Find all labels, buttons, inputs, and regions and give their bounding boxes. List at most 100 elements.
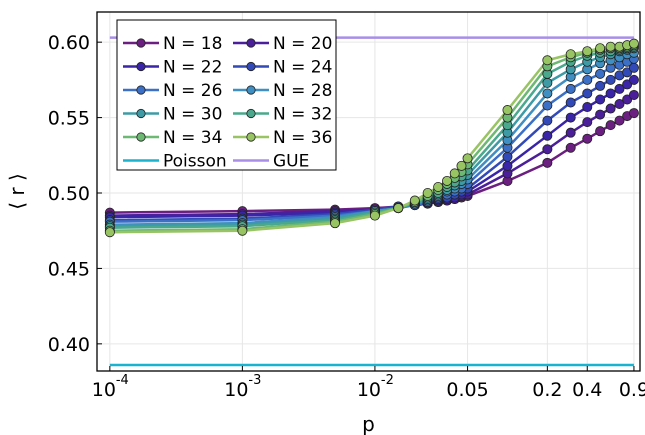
legend-marker bbox=[136, 108, 146, 119]
data-point bbox=[542, 100, 553, 111]
data-point bbox=[565, 83, 576, 94]
plot-frame bbox=[96, 11, 641, 372]
data-point bbox=[542, 157, 553, 168]
x-tick-label: 10 bbox=[224, 379, 248, 401]
x-tick-exponent: -3 bbox=[248, 373, 261, 388]
data-point bbox=[614, 99, 625, 110]
data-point bbox=[614, 83, 625, 94]
y-axis-label: ⟨ r ⟩ bbox=[5, 173, 29, 210]
data-point bbox=[622, 79, 633, 90]
data-point bbox=[542, 55, 553, 66]
legend-label: N = 20 bbox=[273, 34, 332, 54]
legend-marker bbox=[136, 85, 146, 95]
data-point bbox=[565, 142, 576, 153]
legend-marker bbox=[246, 38, 256, 48]
x-axis-label: p bbox=[362, 412, 375, 435]
legend-label: N = 34 bbox=[163, 128, 222, 148]
data-point bbox=[237, 225, 248, 236]
x-tick-labels: 10 -4 10 -3 10 -2 0.05 0.2 0.4 0.9 bbox=[92, 366, 645, 401]
x-tick-label: 0.05 bbox=[446, 379, 488, 401]
legend-marker bbox=[246, 132, 256, 142]
data-point bbox=[542, 130, 553, 141]
data-point bbox=[422, 188, 433, 199]
data-point bbox=[595, 43, 606, 54]
data-point bbox=[502, 105, 513, 116]
data-point bbox=[605, 103, 616, 114]
x-tick-label: 0.4 bbox=[572, 379, 602, 401]
data-point bbox=[565, 97, 576, 108]
legend-label: GUE bbox=[273, 152, 309, 172]
data-point bbox=[330, 218, 341, 229]
legend-label: N = 28 bbox=[273, 81, 332, 101]
data-point bbox=[582, 102, 593, 113]
data-point bbox=[542, 115, 553, 126]
data-point bbox=[565, 49, 576, 60]
legend-label: N = 26 bbox=[163, 81, 222, 101]
data-point bbox=[565, 127, 576, 138]
data-point bbox=[502, 160, 513, 171]
data-point bbox=[605, 88, 616, 99]
x-tick-label: 10 bbox=[92, 379, 116, 401]
legend-label: N = 18 bbox=[163, 34, 222, 54]
legend-box bbox=[116, 19, 337, 171]
data-point bbox=[622, 94, 633, 105]
data-point bbox=[605, 41, 616, 52]
data-point bbox=[595, 80, 606, 91]
y-tick-label: 0.60 bbox=[48, 32, 90, 54]
data-point bbox=[595, 126, 606, 137]
data-point bbox=[628, 74, 639, 85]
x-tick-label: 0.2 bbox=[532, 379, 562, 401]
data-point bbox=[595, 94, 606, 105]
data-point bbox=[605, 120, 616, 131]
data-point bbox=[628, 89, 639, 100]
data-point bbox=[565, 112, 576, 123]
data-point bbox=[628, 38, 639, 49]
data-point bbox=[614, 115, 625, 126]
x-tick-exponent: -4 bbox=[116, 373, 129, 388]
data-point bbox=[582, 133, 593, 144]
x-tick-label: 10 bbox=[357, 379, 381, 401]
data-point bbox=[595, 68, 606, 79]
y-tick-label: 0.45 bbox=[48, 258, 90, 280]
data-point bbox=[542, 144, 553, 155]
legend-marker bbox=[246, 85, 256, 95]
data-point bbox=[542, 77, 553, 88]
y-tick-label: 0.50 bbox=[48, 183, 90, 205]
y-tick-labels: 0.40 0.45 0.50 0.55 0.60 bbox=[48, 32, 102, 356]
x-tick-exponent: -2 bbox=[381, 373, 394, 388]
data-point bbox=[605, 74, 616, 85]
data-point bbox=[622, 67, 633, 78]
legend-label: Poisson bbox=[163, 152, 227, 172]
y-tick-label: 0.55 bbox=[48, 108, 90, 130]
legend-marker bbox=[246, 108, 256, 119]
x-tick-label: 0.9 bbox=[619, 379, 645, 401]
series-points bbox=[104, 38, 639, 238]
data-point bbox=[502, 151, 513, 162]
data-point bbox=[462, 153, 473, 164]
data-point bbox=[582, 88, 593, 99]
legend: N = 18 N = 20 N = 22 N = 24 N = 26 N = 28 N = … bbox=[116, 19, 337, 172]
data-point bbox=[582, 46, 593, 57]
legend-marker bbox=[246, 61, 256, 72]
legend-label: N = 30 bbox=[163, 105, 222, 125]
data-point bbox=[409, 195, 420, 206]
data-point bbox=[582, 117, 593, 128]
data-point bbox=[595, 109, 606, 120]
legend-label: N = 22 bbox=[163, 58, 222, 78]
legend-marker bbox=[136, 61, 146, 72]
data-point bbox=[369, 210, 380, 221]
data-point bbox=[542, 88, 553, 99]
data-point bbox=[393, 203, 404, 214]
legend-label: N = 36 bbox=[273, 128, 332, 148]
data-point bbox=[442, 175, 453, 186]
legend-marker bbox=[136, 132, 146, 142]
data-point bbox=[628, 108, 639, 119]
y-tick-label: 0.40 bbox=[48, 334, 90, 356]
data-point bbox=[449, 168, 460, 179]
data-point bbox=[104, 227, 115, 238]
data-point bbox=[456, 160, 467, 171]
legend-label: N = 32 bbox=[273, 105, 332, 125]
data-point bbox=[582, 74, 593, 85]
data-point bbox=[433, 181, 444, 192]
